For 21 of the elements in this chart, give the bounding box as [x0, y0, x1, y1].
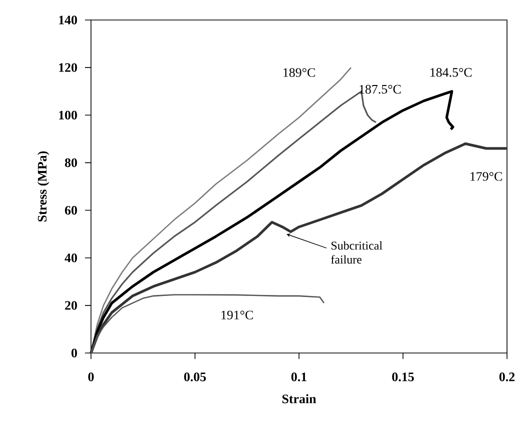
x-tick-label: 0.1 — [291, 372, 306, 382]
y-tick-label: 0 — [72, 348, 77, 358]
x-tick-label: 0.2 — [499, 372, 515, 382]
series-label: 179°C — [470, 172, 502, 181]
y-tick-label: 120 — [59, 63, 77, 72]
y-axis-title: Stress (MPa) — [37, 151, 50, 222]
x-tick-label: 0.05 — [184, 372, 206, 382]
series-label: 187.5°C — [360, 84, 401, 94]
x-axis-title: Strain — [282, 394, 316, 404]
series-label: 184.5°C — [430, 68, 472, 77]
y-tick-label: 60 — [64, 206, 77, 215]
y-tick-label: 80 — [64, 158, 77, 168]
y-tick-label: 140 — [59, 16, 77, 24]
x-tick-label: 0.15 — [392, 372, 414, 382]
series-label: 189°C — [284, 68, 315, 77]
y-tick-label: 100 — [59, 110, 77, 120]
y-tick-label: 20 — [65, 301, 77, 310]
annotation: Subcritical failure — [331, 241, 382, 264]
x-tick-label: 0 — [88, 372, 94, 382]
y-tick-label: 40 — [64, 253, 77, 262]
series-label: 191°C — [221, 310, 253, 320]
